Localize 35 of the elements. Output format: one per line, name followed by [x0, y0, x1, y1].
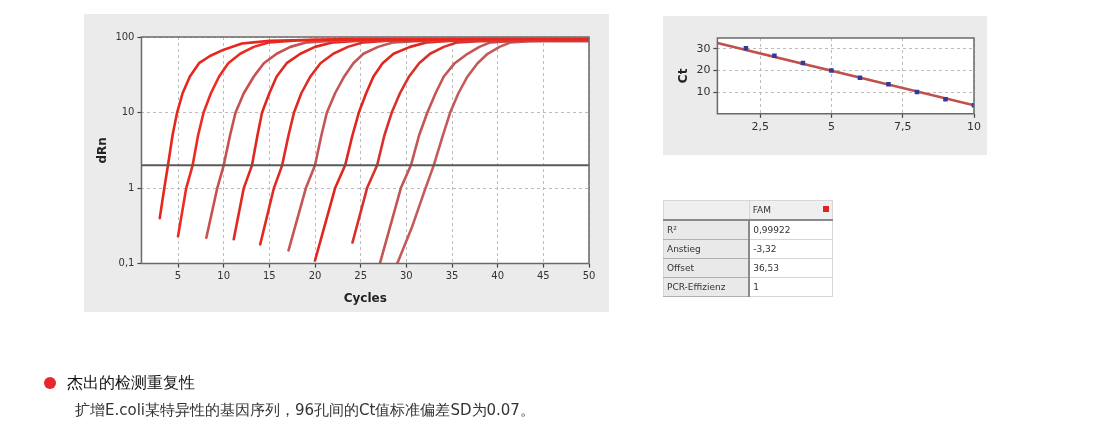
text: R² — [663, 220, 750, 240]
x-tick-label: 5 — [174, 270, 182, 282]
x-axis-title: Cycles — [343, 290, 387, 305]
x-tick-label: 5 — [827, 120, 835, 134]
text: 36,53 — [749, 258, 833, 278]
x-tick-label: 40 — [491, 270, 505, 282]
y-tick-label: 1 — [128, 181, 135, 193]
y-axis-title: Ct — [676, 68, 691, 84]
x-tick-label: 35 — [445, 270, 459, 282]
x-tick-label: 50 — [582, 270, 596, 282]
y-tick-label: 0,1 — [118, 257, 135, 269]
text: 0,99922 — [749, 220, 833, 240]
y-axis-title: dRn — [95, 137, 110, 164]
text: Offset — [663, 258, 750, 278]
text: 扩增E.coli某特异性的基因序列，96孔间的Ct值标准偏差SD为0.07。 — [75, 400, 536, 421]
x-tick-label: 45 — [536, 270, 550, 282]
x-tick-label: 25 — [354, 270, 368, 282]
y-tick-label: 20 — [696, 63, 711, 77]
x-tick-label: 10 — [217, 270, 231, 282]
text: -3,32 — [749, 239, 833, 259]
text: Anstieg — [663, 239, 750, 259]
x-tick-label: 7,5 — [893, 120, 912, 134]
text: 杰出的检测重复性 — [67, 372, 195, 394]
text: FAM — [752, 205, 771, 215]
x-tick-label: 30 — [399, 270, 413, 282]
x-tick-label: 20 — [308, 270, 322, 282]
text: 1 — [749, 277, 833, 297]
y-tick-label: 100 — [115, 30, 135, 42]
y-tick-label: 30 — [696, 41, 711, 55]
x-tick-label: 2,5 — [751, 120, 769, 134]
x-tick-label: 15 — [262, 270, 276, 282]
x-tick-label: 10 — [967, 120, 981, 134]
text: PCR-Effizienz — [663, 277, 750, 297]
y-tick-label: 10 — [696, 85, 711, 98]
y-tick-label: 10 — [121, 106, 135, 118]
